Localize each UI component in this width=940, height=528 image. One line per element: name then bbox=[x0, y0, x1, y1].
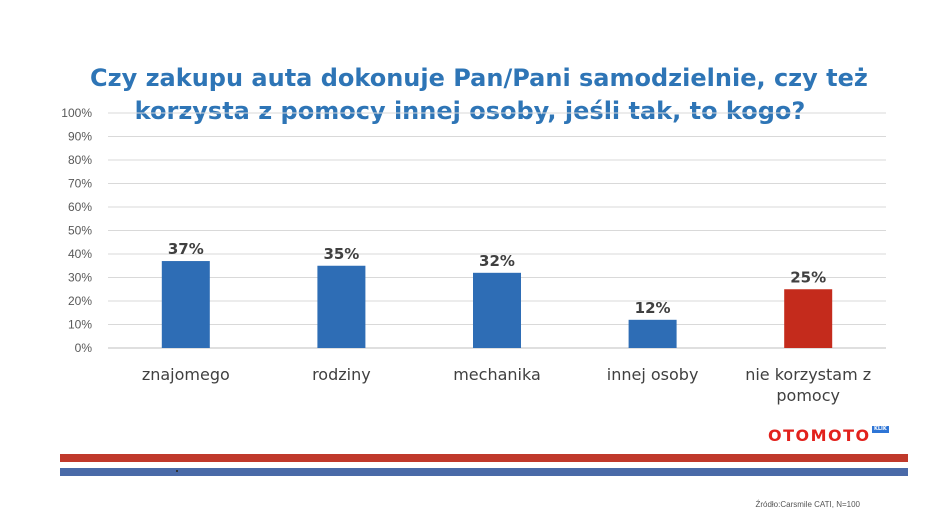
x-tick-label: pomocy bbox=[776, 386, 840, 405]
bar bbox=[784, 289, 833, 348]
x-tick-label: rodziny bbox=[312, 365, 371, 384]
chart-title-line-1: Czy zakupu auta dokonuje Pan/Pani samodz… bbox=[90, 64, 868, 92]
y-tick-label: 100% bbox=[61, 106, 92, 120]
x-tick-label: nie korzystam z bbox=[745, 365, 871, 384]
x-tick-label: mechanika bbox=[453, 365, 541, 384]
bar bbox=[473, 272, 521, 348]
y-tick-label: 50% bbox=[68, 224, 92, 238]
data-label: 35% bbox=[323, 245, 359, 263]
small-dot bbox=[176, 470, 178, 472]
chart-title-line-2: korzysta z pomocy innej osoby, jeśli tak… bbox=[134, 97, 806, 125]
logo-wordmark: OTOMOTO bbox=[768, 426, 871, 445]
otomoto-logo: OTOMOTO KLIK bbox=[768, 426, 889, 445]
y-tick-label: 60% bbox=[68, 200, 92, 214]
bar bbox=[161, 261, 210, 348]
y-tick-label: 40% bbox=[68, 247, 92, 261]
red-divider-stripe bbox=[60, 454, 908, 462]
y-tick-label: 90% bbox=[68, 130, 92, 144]
y-tick-label: 30% bbox=[68, 271, 92, 285]
chart-title: Czy zakupu auta dokonuje Pan/Pani samodz… bbox=[90, 62, 868, 128]
x-tick-label: znajomego bbox=[142, 365, 230, 384]
y-tick-label: 80% bbox=[68, 153, 92, 167]
blue-divider-stripe bbox=[60, 468, 908, 476]
y-tick-label: 0% bbox=[75, 341, 93, 355]
logo-tag: KLIK bbox=[872, 426, 889, 433]
x-tick-label: innej osoby bbox=[607, 365, 699, 384]
source-note: Źródło:Carsmile CATI, N=100 bbox=[755, 500, 860, 509]
data-label: 37% bbox=[168, 240, 204, 258]
y-tick-label: 20% bbox=[68, 294, 92, 308]
bar bbox=[317, 265, 366, 348]
data-label: 12% bbox=[635, 299, 671, 317]
data-label: 32% bbox=[479, 252, 515, 270]
bar bbox=[628, 319, 677, 348]
data-label: 25% bbox=[790, 268, 826, 286]
y-tick-label: 70% bbox=[68, 177, 92, 191]
y-tick-label: 10% bbox=[68, 318, 92, 332]
